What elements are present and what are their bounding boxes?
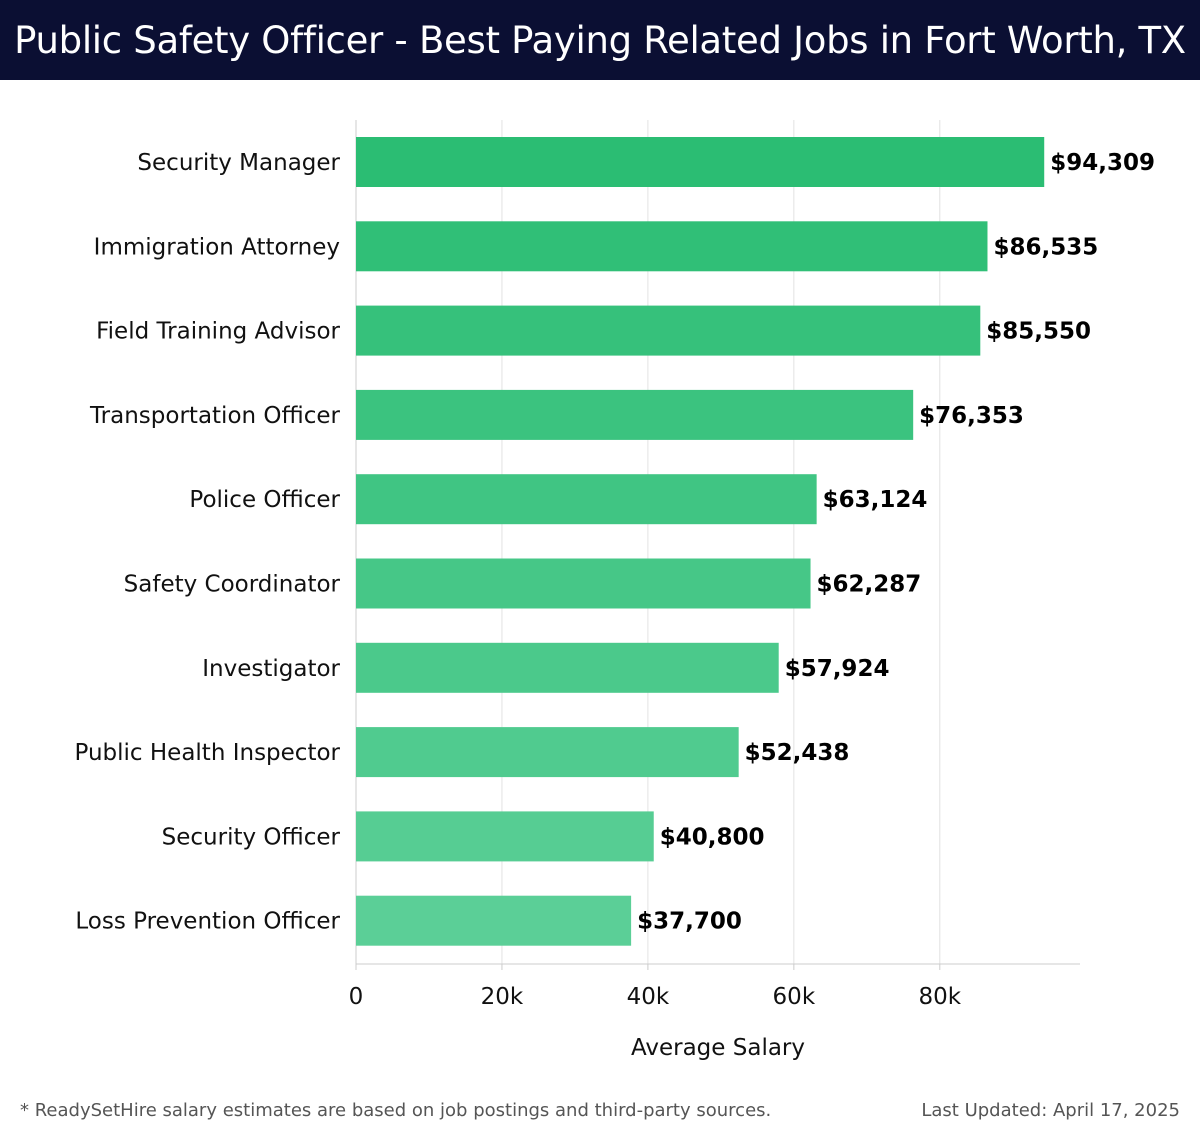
- bar-1: [356, 221, 988, 272]
- value-label-5: $62,287: [817, 572, 922, 598]
- x-tick-label-40k: 40k: [627, 984, 670, 1010]
- category-label-8: Security Officer: [162, 824, 341, 850]
- bar-2: [356, 305, 981, 356]
- x-tick-label-20k: 20k: [481, 984, 524, 1010]
- bar-6: [356, 642, 779, 693]
- bar-4: [356, 474, 817, 525]
- salary-bar-chart: Security Manager $94,309 Immigration Attor…: [75, 120, 1155, 1061]
- value-label-1: $86,535: [993, 234, 1098, 260]
- value-label-2: $85,550: [986, 319, 1091, 345]
- category-label-3: Transportation Officer: [89, 403, 341, 429]
- last-updated: Last Updated: April 17, 2025: [921, 1100, 1180, 1121]
- value-label-3: $76,353: [919, 403, 1024, 429]
- value-label-6: $57,924: [785, 656, 890, 682]
- x-tick-label-60k: 60k: [773, 984, 816, 1010]
- category-label-5: Safety Coordinator: [124, 572, 341, 598]
- x-tick-label-80k: 80k: [919, 984, 962, 1010]
- bar-9: [356, 895, 632, 946]
- category-label-2: Field Training Advisor: [96, 319, 340, 345]
- category-label-7: Public Health Inspector: [75, 740, 341, 766]
- x-tick-label-0: 0: [349, 984, 364, 1010]
- title-bar: Public Safety Officer - Best Paying Rela…: [0, 0, 1200, 80]
- x-axis-title: Average Salary: [631, 1035, 805, 1061]
- category-label-0: Security Manager: [137, 150, 340, 176]
- category-label-4: Police Officer: [189, 487, 340, 513]
- value-label-8: $40,800: [660, 824, 765, 850]
- value-label-0: $94,309: [1050, 150, 1155, 176]
- footer-note: * ReadySetHire salary estimates are base…: [20, 1100, 772, 1121]
- category-label-1: Immigration Attorney: [94, 234, 340, 260]
- bar-5: [356, 558, 811, 609]
- category-label-6: Investigator: [202, 656, 340, 682]
- bar-3: [356, 389, 914, 440]
- bar-0: [356, 137, 1045, 187]
- value-label-9: $37,700: [637, 909, 742, 935]
- bar-8: [356, 811, 654, 862]
- chart-title: Public Safety Officer - Best Paying Rela…: [14, 18, 1186, 62]
- value-label-7: $52,438: [745, 740, 850, 766]
- category-label-9: Loss Prevention Officer: [75, 909, 340, 935]
- value-label-4: $63,124: [823, 487, 928, 513]
- bar-7: [356, 727, 739, 778]
